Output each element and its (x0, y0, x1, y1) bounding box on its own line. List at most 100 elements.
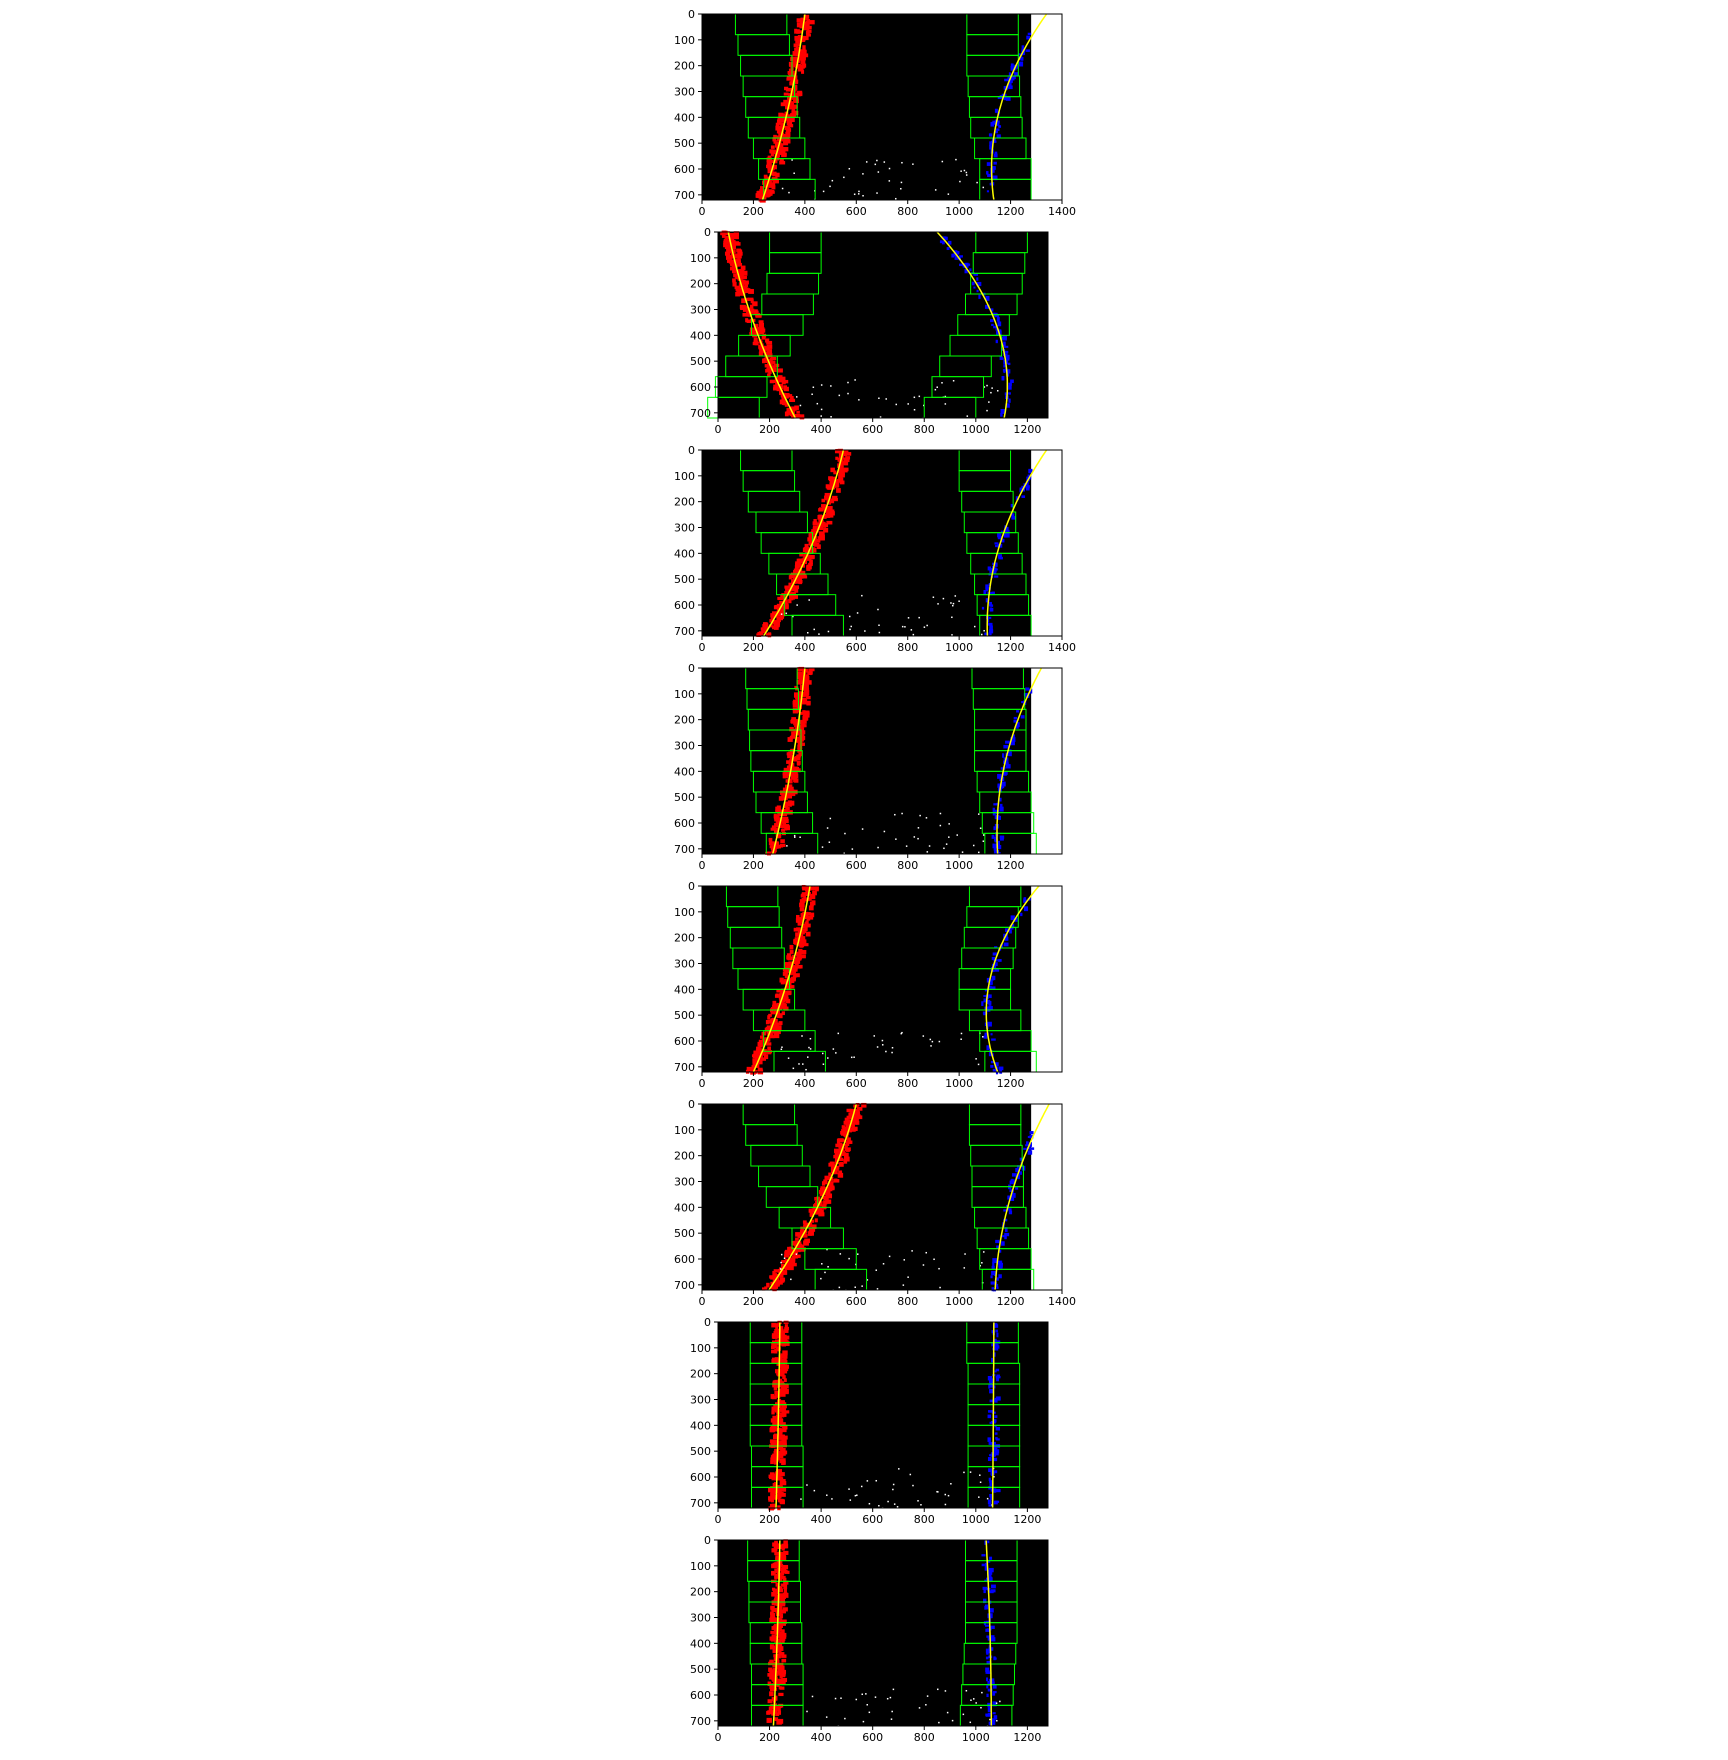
right-lane-pixel (989, 625, 993, 630)
right-lane-pixel (986, 1001, 992, 1004)
noise-pixel (848, 1488, 850, 1490)
noise-pixel (972, 1698, 975, 1700)
left-lane-pixel (779, 150, 784, 155)
x-tick-label: 1200 (997, 1295, 1025, 1308)
left-lane-pixel (774, 1390, 781, 1396)
noise-pixel (938, 1040, 941, 1043)
noise-pixel (901, 1031, 903, 1034)
noise-pixel (888, 180, 891, 182)
left-lane-pixel (783, 808, 788, 814)
noise-pixel (885, 398, 887, 400)
left-lane-pixel (838, 1139, 844, 1143)
right-lane-pixel (991, 1270, 996, 1276)
right-lane-pixel (996, 121, 1000, 126)
left-lane-pixel (728, 259, 733, 264)
noise-pixel (963, 1471, 965, 1474)
left-lane-pixel (781, 113, 786, 118)
left-lane-pixel (797, 577, 802, 582)
y-tick-label: 700 (690, 1497, 711, 1510)
right-lane-pixel (981, 1001, 984, 1007)
right-lane-pixel (989, 568, 994, 573)
right-lane-pixel (992, 120, 997, 125)
left-lane-pixel (767, 1699, 772, 1704)
left-lane-pixel (780, 844, 784, 848)
left-lane-pixel (825, 1193, 830, 1199)
noise-pixel (793, 834, 796, 837)
left-lane-pixel (781, 1428, 787, 1433)
left-lane-pixel (744, 289, 749, 294)
right-lane-pixel (996, 316, 1000, 322)
left-lane-pixel (780, 1481, 787, 1486)
left-lane-pixel (826, 520, 833, 525)
right-lane-pixel (983, 1621, 987, 1626)
noise-pixel (862, 173, 864, 175)
left-lane-pixel (732, 281, 737, 287)
left-lane-pixel (844, 1147, 851, 1152)
left-lane-pixel (823, 527, 829, 533)
left-lane-pixel (788, 1257, 793, 1263)
y-tick-label: 400 (690, 329, 711, 342)
left-lane-pixel (806, 29, 812, 33)
right-lane-pixel (984, 1563, 988, 1567)
noise-pixel (830, 385, 832, 387)
left-lane-pixel (778, 1476, 783, 1481)
left-lane-pixel (788, 74, 793, 80)
left-lane-pixel (758, 1039, 763, 1045)
x-tick-label: 800 (897, 1295, 918, 1308)
right-lane-pixel (997, 533, 1002, 538)
left-lane-pixel (773, 1709, 778, 1715)
right-lane-pixel (991, 834, 995, 839)
left-lane-pixel (771, 1675, 775, 1681)
left-lane-pixel (790, 719, 796, 724)
noise-pixel (821, 1263, 823, 1265)
left-lane-pixel (774, 817, 780, 822)
left-lane-pixel (853, 1112, 858, 1117)
noise-pixel (864, 630, 866, 632)
left-lane-pixel (758, 351, 763, 357)
right-lane-pixel (989, 1556, 993, 1560)
left-lane-pixel (772, 1562, 777, 1568)
right-lane-pixel (983, 1035, 988, 1039)
right-lane-pixel (959, 263, 964, 267)
right-lane-pixel (1007, 76, 1011, 82)
left-lane-pixel (843, 1152, 849, 1158)
left-lane-pixel (782, 1359, 788, 1365)
left-lane-pixel (759, 1035, 764, 1039)
chart-svg: 0 200 400 600 800 1000 12000100200300400500600… (690, 1316, 1049, 1526)
y-tick-label: 400 (674, 983, 695, 996)
left-lane-pixel (787, 955, 791, 961)
left-lane-pixel (771, 1410, 775, 1415)
right-lane-pixel (993, 1385, 996, 1389)
right-lane-pixel (989, 1482, 993, 1487)
noise-pixel (831, 179, 834, 182)
y-tick-label: 300 (690, 1612, 711, 1625)
left-lane-pixel (724, 251, 729, 256)
left-lane-pixel (768, 1667, 773, 1672)
left-lane-pixel (741, 275, 747, 280)
right-lane-pixel (992, 1701, 997, 1707)
noise-pixel (939, 812, 942, 815)
right-lane-pixel (1010, 379, 1014, 383)
y-tick-label: 700 (674, 625, 695, 638)
noise-pixel (926, 851, 929, 853)
sliding-windows (740, 449, 1032, 637)
noise-pixel (891, 1046, 894, 1049)
left-lane-pixel (798, 917, 805, 922)
x-tick-label: 600 (846, 1077, 867, 1090)
left-lane-pixel (721, 233, 726, 238)
y-tick-label: 100 (690, 1342, 711, 1355)
noise-pixel (795, 396, 798, 398)
noise-pixel (936, 1490, 938, 1493)
noise-pixel (944, 395, 947, 398)
right-lane-pixel (990, 319, 994, 323)
left-lane-pixel (801, 1234, 808, 1238)
noise-pixel (976, 181, 978, 184)
left-lane-pixel (808, 1208, 812, 1213)
left-lane-pixel (781, 1436, 785, 1441)
noise-pixel (996, 1719, 998, 1722)
right-lane-pixel (1025, 1144, 1030, 1147)
left-lane-pixel (781, 1404, 787, 1409)
noise-pixel (843, 852, 845, 855)
left-lane-pixel (798, 731, 803, 735)
left-lane-pixel (739, 292, 746, 296)
